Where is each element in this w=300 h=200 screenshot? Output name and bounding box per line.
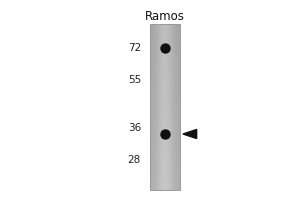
Text: 28: 28	[128, 155, 141, 165]
Text: 55: 55	[128, 75, 141, 85]
Text: 72: 72	[128, 43, 141, 53]
Polygon shape	[183, 129, 197, 139]
Bar	[150, 24, 180, 190]
Text: 36: 36	[128, 123, 141, 133]
Text: Ramos: Ramos	[145, 9, 185, 22]
